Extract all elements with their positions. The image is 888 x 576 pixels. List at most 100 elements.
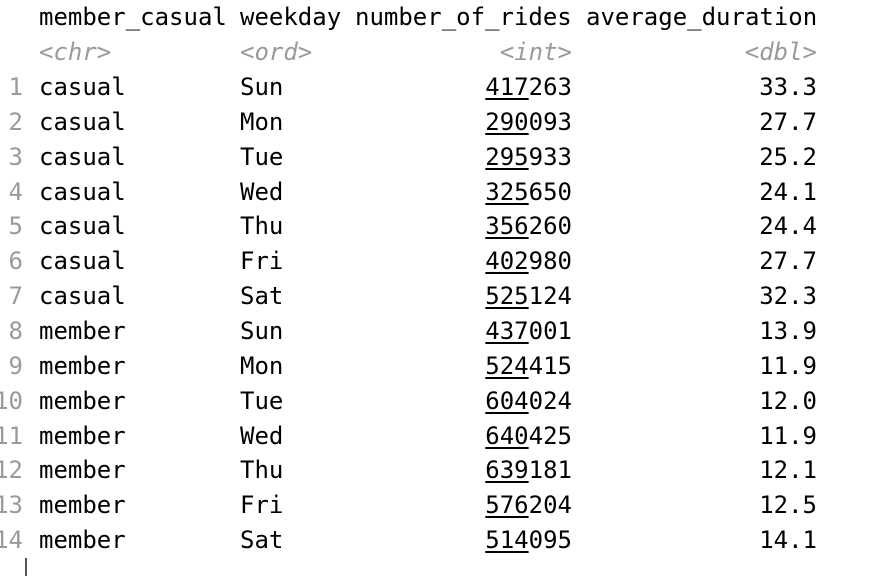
table-row: 13 member Fri 576204 12.5 — [0, 488, 888, 523]
rides-remaining-digits: 093 — [528, 107, 572, 136]
cell-average-duration: 12.5 — [759, 491, 817, 520]
table-row: 14 member Sat 514095 14.1 — [0, 523, 888, 558]
cell-weekday: Thu — [240, 456, 284, 485]
cell-average-duration: 14.1 — [759, 526, 817, 555]
cell-number-of-rides: 514095 — [355, 523, 572, 558]
rides-remaining-digits: 095 — [528, 526, 572, 555]
cell-weekday: Wed — [240, 177, 284, 206]
rides-thousands-digits: 639 — [485, 456, 529, 485]
cell-weekday: Tue — [240, 386, 284, 415]
column-type-average-duration: <dbl> — [744, 38, 817, 66]
cell-number-of-rides: 640425 — [355, 419, 572, 454]
cell-member-casual: casual — [39, 177, 126, 206]
cell-member-casual: casual — [39, 142, 126, 171]
cell-weekday: Sun — [240, 316, 284, 345]
cell-member-casual: member — [39, 491, 126, 520]
cell-number-of-rides: 524415 — [355, 349, 572, 384]
cell-average-duration: 27.7 — [759, 107, 817, 136]
cell-average-duration: 11.9 — [759, 351, 817, 380]
console-cursor[interactable] — [25, 558, 27, 576]
table-row: 12 member Thu 639181 12.1 — [0, 453, 888, 488]
rides-thousands-digits: 290 — [485, 107, 529, 136]
rides-thousands-digits: 356 — [485, 212, 529, 241]
column-header-row: member_casual weekday number_of_rides av… — [0, 0, 888, 35]
row-index: 8 — [8, 316, 23, 345]
cell-average-duration: 11.9 — [759, 421, 817, 450]
table-row: 9 member Mon 524415 11.9 — [0, 349, 888, 384]
table-row: 6 casual Fri 402980 27.7 — [0, 244, 888, 279]
column-header-member-casual: member_casual — [39, 3, 227, 31]
cell-member-casual: member — [39, 526, 126, 555]
row-index: 3 — [8, 142, 23, 171]
rides-remaining-digits: 204 — [528, 491, 572, 520]
cell-number-of-rides: 576204 — [355, 488, 572, 523]
rides-remaining-digits: 024 — [528, 386, 572, 415]
row-index: 13 — [0, 491, 23, 520]
cell-average-duration: 24.4 — [759, 212, 817, 241]
rides-thousands-digits: 525 — [485, 282, 529, 311]
row-index: 7 — [8, 282, 23, 311]
table-row: 2 casual Mon 290093 27.7 — [0, 105, 888, 140]
cell-weekday: Fri — [240, 491, 284, 520]
cell-member-casual: member — [39, 316, 126, 345]
rides-thousands-digits: 576 — [485, 491, 529, 520]
cell-weekday: Mon — [240, 107, 284, 136]
column-type-weekday: <ord> — [240, 38, 313, 66]
table-row: 10 member Tue 604024 12.0 — [0, 384, 888, 419]
cell-average-duration: 27.7 — [759, 247, 817, 276]
column-header-number-of-rides: number_of_rides — [355, 3, 572, 31]
cell-average-duration: 13.9 — [759, 316, 817, 345]
table-row: 3 casual Tue 295933 25.2 — [0, 140, 888, 175]
cell-member-casual: member — [39, 386, 126, 415]
rides-thousands-digits: 295 — [485, 142, 529, 171]
column-type-member-casual: <chr> — [39, 38, 112, 66]
cell-weekday: Sat — [240, 526, 284, 555]
cell-number-of-rides: 325650 — [355, 175, 572, 210]
cell-number-of-rides: 295933 — [355, 140, 572, 175]
cell-weekday: Fri — [240, 247, 284, 276]
cell-number-of-rides: 402980 — [355, 244, 572, 279]
rides-thousands-digits: 325 — [485, 177, 529, 206]
rides-remaining-digits: 181 — [528, 456, 572, 485]
cell-member-casual: member — [39, 456, 126, 485]
cell-average-duration: 32.3 — [759, 282, 817, 311]
cell-number-of-rides: 290093 — [355, 105, 572, 140]
rides-thousands-digits: 640 — [485, 421, 529, 450]
row-index: 11 — [0, 421, 23, 450]
cell-member-casual: casual — [39, 247, 126, 276]
cell-average-duration: 24.1 — [759, 177, 817, 206]
table-row: 1 casual Sun 417263 33.3 — [0, 70, 888, 105]
cell-weekday: Thu — [240, 212, 284, 241]
cell-weekday: Sun — [240, 73, 284, 101]
cell-weekday: Mon — [240, 351, 284, 380]
cell-weekday: Sat — [240, 282, 284, 311]
rides-remaining-digits: 124 — [528, 282, 572, 311]
cell-member-casual: casual — [39, 212, 126, 241]
rides-thousands-digits: 437 — [485, 316, 529, 345]
table-row: 4 casual Wed 325650 24.1 — [0, 175, 888, 210]
cell-average-duration: 33.3 — [759, 73, 817, 101]
row-index: 14 — [0, 526, 23, 555]
cell-member-casual: casual — [39, 107, 126, 136]
cell-number-of-rides: 356260 — [355, 209, 572, 244]
rides-thousands-digits: 417 — [485, 73, 529, 101]
cell-number-of-rides: 639181 — [355, 453, 572, 488]
rides-remaining-digits: 263 — [528, 73, 572, 101]
rides-thousands-digits: 524 — [485, 351, 529, 380]
corner-arc-icon — [0, 560, 6, 576]
row-index: 9 — [8, 351, 23, 380]
cell-number-of-rides: 604024 — [355, 384, 572, 419]
rides-remaining-digits: 415 — [528, 351, 572, 380]
cell-average-duration: 25.2 — [759, 142, 817, 171]
rides-remaining-digits: 933 — [528, 142, 572, 171]
rides-remaining-digits: 650 — [528, 177, 572, 206]
cell-member-casual: casual — [39, 73, 126, 101]
cell-member-casual: member — [39, 351, 126, 380]
rides-thousands-digits: 402 — [485, 247, 529, 276]
cell-weekday: Tue — [240, 142, 284, 171]
cell-average-duration: 12.0 — [759, 386, 817, 415]
cell-member-casual: member — [39, 421, 126, 450]
rides-remaining-digits: 980 — [528, 247, 572, 276]
rides-remaining-digits: 425 — [528, 421, 572, 450]
rides-remaining-digits: 001 — [528, 316, 572, 345]
